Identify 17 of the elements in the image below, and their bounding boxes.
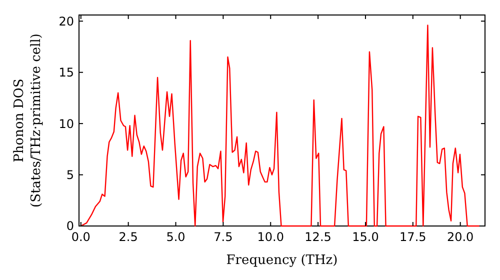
- y-tick-label: 15: [58, 66, 74, 80]
- x-tick-label: 7.5: [214, 230, 233, 244]
- y-tick-label: 5: [66, 168, 74, 182]
- x-axis-title: Frequency (THz): [226, 253, 338, 268]
- y-tick-label: 20: [58, 14, 74, 28]
- x-tick-label: 2.5: [118, 230, 138, 244]
- x-tick-label: 17.5: [400, 230, 426, 244]
- x-tick-label: 0.0: [71, 230, 90, 244]
- x-tick-label: 15.0: [352, 230, 379, 244]
- y-tick-label: 10: [58, 116, 74, 131]
- line-series: [80, 24, 480, 227]
- x-tick-label: 20.0: [446, 230, 474, 244]
- x-tick-label: 10.0: [257, 230, 284, 244]
- x-tick-label: 12.5: [304, 230, 332, 244]
- x-tick-label: 5.0: [166, 230, 186, 244]
- y-axis-title: Phonon DOS (States/THz·primitive cell): [12, 33, 44, 208]
- y-tick-label: 0: [66, 219, 74, 234]
